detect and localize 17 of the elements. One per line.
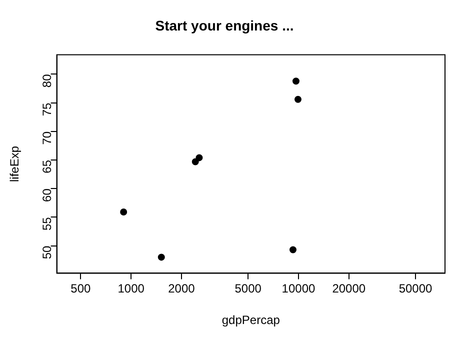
x-tick-label: 5000 <box>234 282 262 296</box>
x-axis-title: gdpPercap <box>222 313 280 328</box>
y-tick-label: 70 <box>40 131 54 145</box>
y-tick-label: 50 <box>40 245 54 260</box>
x-tick-label: 20000 <box>332 282 366 296</box>
x-tick-label: 2000 <box>168 282 196 296</box>
y-tick-label: 55 <box>40 216 54 231</box>
x-tick-label: 10000 <box>282 282 316 296</box>
chart-title: Start your engines ... <box>155 17 294 34</box>
x-tick-label: 50000 <box>398 282 433 296</box>
x-tick-label: 1000 <box>118 282 145 296</box>
x-tick-label: 500 <box>70 282 92 296</box>
y-tick-label: 65 <box>40 160 54 174</box>
y-tick-label: 80 <box>40 74 54 88</box>
y-axis-title: lifeExp <box>8 146 22 182</box>
y-tick-label: 60 <box>40 188 54 202</box>
y-tick-label: 75 <box>40 102 54 116</box>
